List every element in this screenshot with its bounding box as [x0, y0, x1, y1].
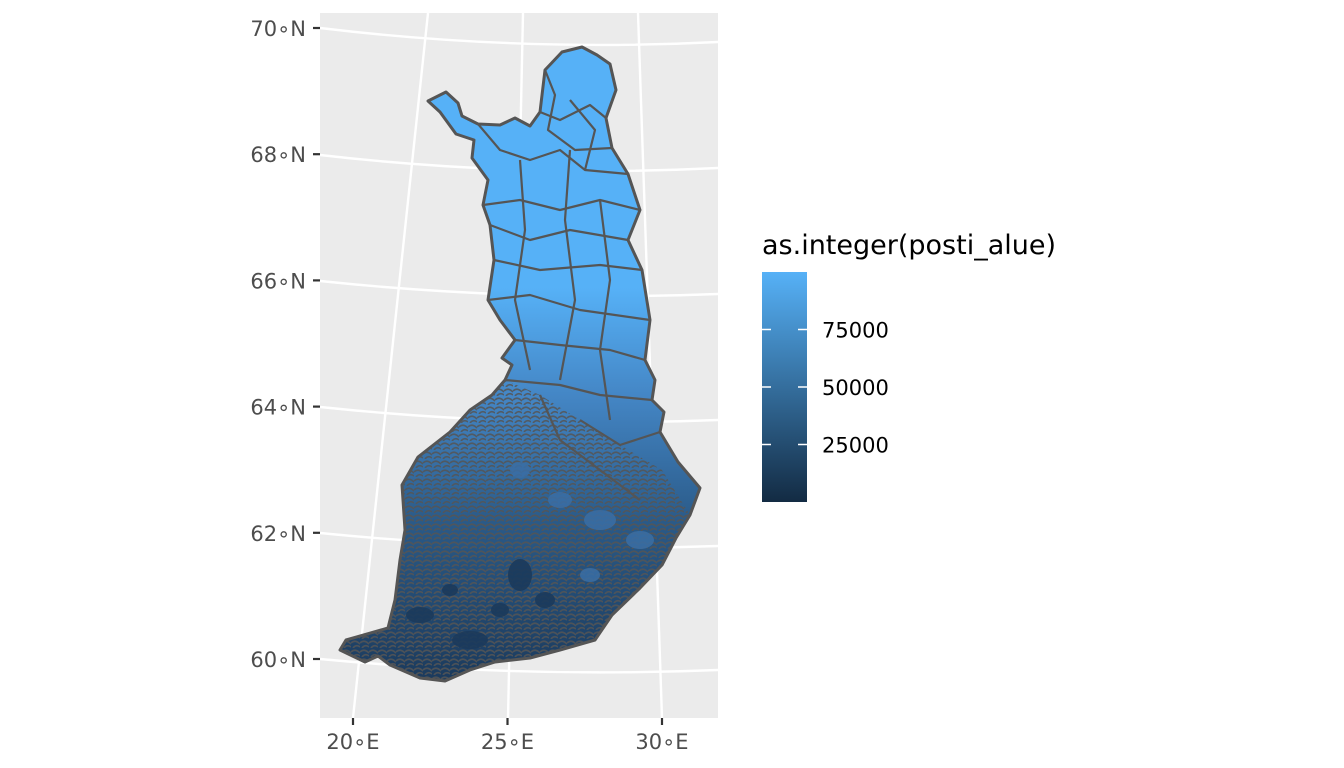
legend-break-label: 75000: [822, 318, 889, 342]
southern-dark-postcode-patches: [406, 559, 555, 649]
southern-dense-postcode-areas: [340, 380, 690, 681]
y-axis: 60∘N 62∘N 64∘N 66∘N 68∘N 70∘N: [250, 17, 320, 672]
y-tick-label: 70∘N: [250, 17, 306, 41]
meridian-20e: [351, 13, 430, 718]
northern-postcode-boundaries: [477, 69, 661, 501]
legend-title: as.integer(posti_alue): [762, 230, 1056, 261]
legend-breaks: 75000 50000 25000: [762, 318, 889, 457]
y-tick-label: 64∘N: [250, 396, 306, 420]
colour-legend: as.integer(posti_alue) 75000 50000 25000: [762, 230, 1056, 502]
legend-break-label: 25000: [822, 433, 889, 457]
y-tick-label: 62∘N: [250, 522, 306, 546]
y-tick-label: 68∘N: [250, 143, 306, 167]
y-tick-label: 66∘N: [250, 269, 306, 293]
legend-break-label: 50000: [822, 376, 889, 400]
y-tick-label: 60∘N: [250, 648, 306, 672]
meridian-30e: [636, 13, 664, 718]
x-axis: 20∘E 25∘E 30∘E: [326, 718, 689, 754]
southern-mid-postcode-patches: [510, 462, 654, 582]
x-tick-label: 25∘E: [481, 730, 534, 754]
parallel-60n: [320, 657, 718, 674]
finland-postcode-areas: [338, 45, 702, 683]
x-tick-label: 20∘E: [326, 730, 379, 754]
x-tick-label: 30∘E: [635, 730, 688, 754]
parallel-70n: [320, 26, 718, 47]
